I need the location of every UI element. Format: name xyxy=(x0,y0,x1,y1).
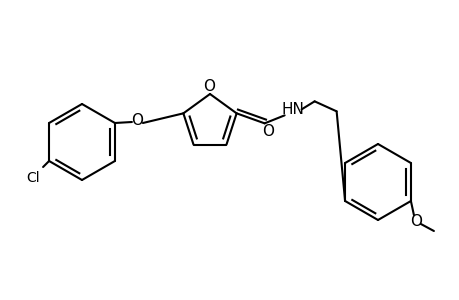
Text: O: O xyxy=(409,214,421,229)
Text: HN: HN xyxy=(280,102,303,117)
Text: O: O xyxy=(261,124,273,139)
Text: O: O xyxy=(131,112,143,128)
Text: Cl: Cl xyxy=(26,171,40,185)
Text: O: O xyxy=(202,79,214,94)
